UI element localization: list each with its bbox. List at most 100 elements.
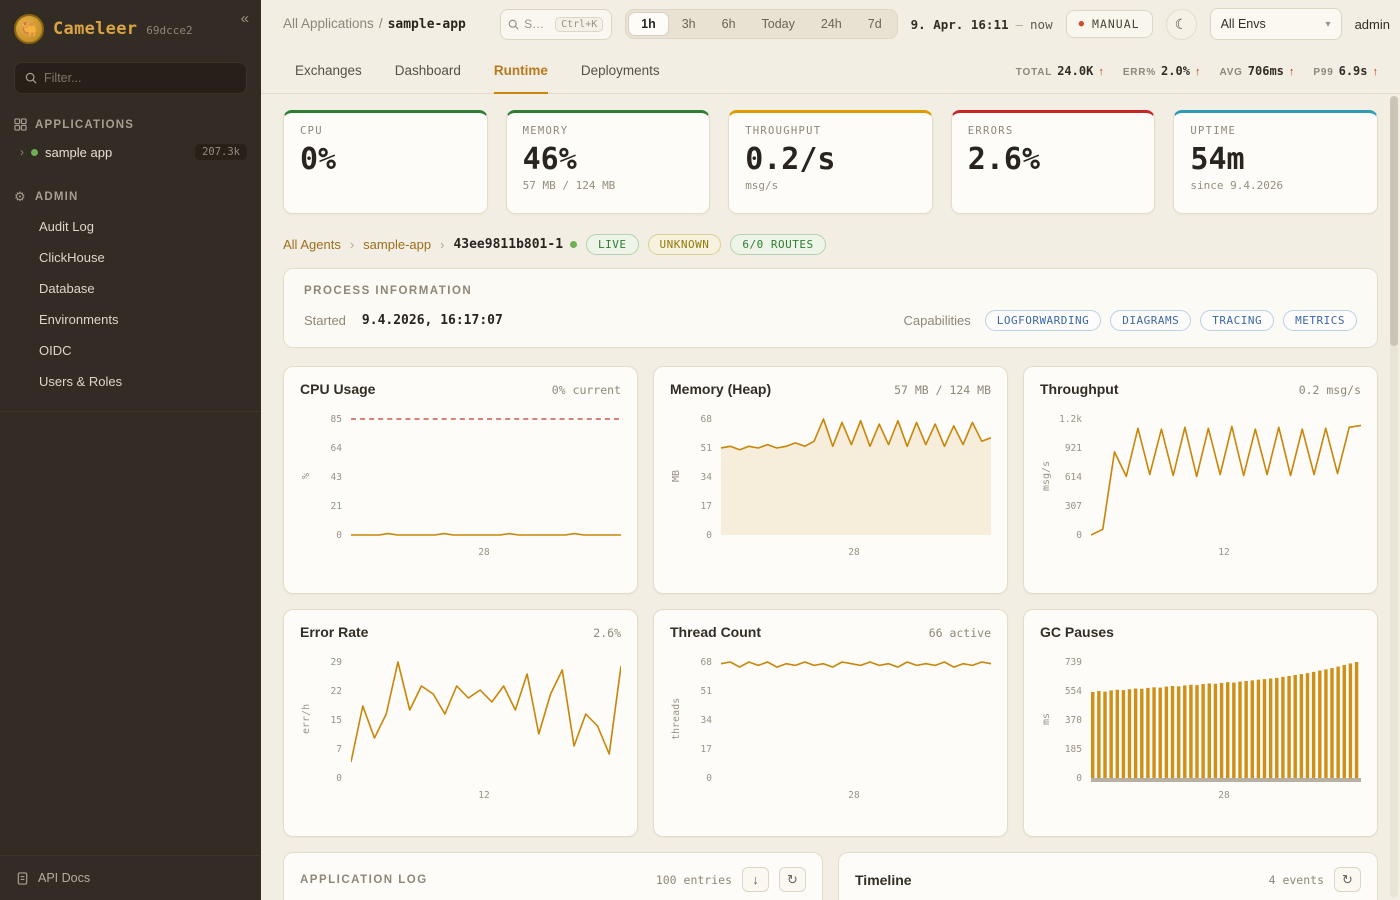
search-shortcut-kbd: Ctrl+K bbox=[555, 16, 604, 32]
sidebar-filter[interactable] bbox=[14, 62, 247, 94]
x-axis-tick: 28 bbox=[848, 547, 860, 558]
sidebar-item-users-roles[interactable]: Users & Roles bbox=[39, 374, 123, 389]
chart-title: Error Rate bbox=[300, 624, 369, 640]
sidebar-item-clickhouse[interactable]: ClickHouse bbox=[39, 250, 105, 265]
page-content: CPU 0% MEMORY 46% 57 MB / 124 MB THROUGH… bbox=[261, 94, 1400, 900]
chart-gc-pauses: GC Pauses ms 739 554 370 185 0 28 bbox=[1023, 609, 1378, 837]
tab-dashboard[interactable]: Dashboard bbox=[394, 62, 461, 78]
metric-sub bbox=[300, 179, 471, 192]
api-docs-label: API Docs bbox=[38, 871, 91, 885]
stat-label: P99 bbox=[1313, 66, 1334, 78]
capability-badge-diagrams: DIAGRAMS bbox=[1110, 310, 1192, 331]
y-axis-tick: 17 bbox=[700, 744, 712, 755]
chart-plot-area bbox=[1091, 413, 1361, 539]
sidebar-item-sample-app[interactable]: › sample app 207.3k bbox=[0, 137, 261, 167]
applications-section-label: APPLICATIONS bbox=[35, 118, 135, 131]
stat-value: 706ms bbox=[1247, 63, 1284, 78]
sidebar-item-oidc[interactable]: OIDC bbox=[39, 343, 72, 358]
metric-sub: 57 MB / 124 MB bbox=[522, 179, 616, 192]
metric-card-uptime: UPTIME 54m since 9.4.2026 bbox=[1173, 110, 1378, 214]
tab-runtime[interactable]: Runtime bbox=[493, 49, 548, 94]
sidebar-item-audit-log[interactable]: Audit Log bbox=[39, 219, 94, 234]
trend-up-icon: ↑ bbox=[1288, 65, 1295, 78]
user-menu[interactable]: admin bbox=[1354, 16, 1390, 32]
search-input[interactable] bbox=[524, 17, 551, 31]
refresh-log-button[interactable]: ↻ bbox=[779, 867, 806, 892]
sidebar-item-environments[interactable]: Environments bbox=[39, 312, 119, 327]
date-from: 9. Apr. 16:11 bbox=[910, 16, 1009, 32]
agents-breadcrumb-app[interactable]: sample-app bbox=[363, 237, 432, 252]
metric-cards-row: CPU 0% MEMORY 46% 57 MB / 124 MB THROUGH… bbox=[283, 110, 1378, 214]
chart-title: CPU Usage bbox=[300, 381, 376, 397]
tabs-bar: Exchanges Dashboard Runtime Deployments … bbox=[261, 48, 1400, 94]
cameleer-logo-icon: 🐫 bbox=[14, 14, 44, 44]
manual-refresh-button[interactable]: ● MANUAL bbox=[1065, 10, 1153, 38]
y-axis-tick: 21 bbox=[330, 501, 342, 512]
metric-card-memory: MEMORY 46% 57 MB / 124 MB bbox=[505, 110, 711, 214]
collapse-sidebar-icon[interactable]: « bbox=[240, 10, 249, 27]
y-axis-tick: 34 bbox=[700, 472, 712, 483]
environment-select[interactable]: All Envs ▾ bbox=[1209, 8, 1342, 40]
y-axis-tick: 185 bbox=[1064, 744, 1082, 755]
y-axis-tick: 68 bbox=[700, 414, 712, 425]
vertical-scrollbar[interactable] bbox=[1390, 96, 1398, 897]
search-icon bbox=[508, 19, 519, 30]
filter-input[interactable] bbox=[44, 71, 236, 85]
status-badge-unknown: UNKNOWN bbox=[647, 234, 722, 255]
agents-breadcrumb-root[interactable]: All Agents bbox=[283, 237, 341, 252]
x-axis-tick: 28 bbox=[478, 547, 490, 558]
chevron-right-icon[interactable]: › bbox=[20, 145, 24, 159]
chart-canvas bbox=[351, 418, 621, 536]
chart-current-value: 66 active bbox=[928, 626, 991, 640]
stat-avg: AVG 706ms ↑ bbox=[1219, 64, 1294, 78]
range-6h[interactable]: 6h bbox=[721, 17, 736, 31]
app-title: Cameleer bbox=[53, 19, 138, 39]
tab-exchanges[interactable]: Exchanges bbox=[295, 62, 362, 78]
y-axis-label: MB bbox=[671, 469, 682, 483]
chart-canvas bbox=[721, 418, 991, 535]
sidebar-item-database[interactable]: Database bbox=[39, 281, 95, 296]
range-7d[interactable]: 7d bbox=[867, 17, 882, 31]
y-axis-tick: 51 bbox=[700, 686, 712, 697]
process-info-row: Started 9.4.2026, 16:17:07 Capabilities … bbox=[304, 310, 1357, 331]
y-axis-tick: 0 bbox=[336, 530, 342, 541]
metric-card-errors: ERRORS 2.6% bbox=[950, 110, 1156, 214]
sidebar: 🐫 Cameleer 69dcce2 « APPLICATIONS › samp… bbox=[0, 0, 261, 900]
chart-plot-area bbox=[1091, 656, 1361, 782]
global-search[interactable]: Ctrl+K bbox=[500, 8, 613, 40]
trend-up-icon: ↑ bbox=[1194, 65, 1201, 78]
y-axis-ticks: 29 22 15 7 0 bbox=[317, 656, 347, 784]
range-1h[interactable]: 1h bbox=[628, 12, 669, 36]
date-range-display[interactable]: 9. Apr. 16:11 — now bbox=[911, 17, 1053, 32]
range-today[interactable]: Today bbox=[761, 17, 795, 31]
y-axis-tick: 34 bbox=[700, 715, 712, 726]
refresh-timeline-button[interactable]: ↻ bbox=[1334, 867, 1361, 892]
y-axis-tick: 22 bbox=[330, 686, 342, 697]
gear-icon: ⚙ bbox=[14, 189, 27, 204]
agent-id-text: 43ee9811b801-1 bbox=[453, 237, 564, 252]
charts-row-1: CPU Usage 0% current % 85 64 43 21 0 28 Memory… bbox=[283, 366, 1378, 594]
y-axis-tick: 29 bbox=[330, 657, 342, 668]
tab-deployments[interactable]: Deployments bbox=[580, 62, 660, 78]
y-axis-tick: 554 bbox=[1064, 686, 1082, 697]
y-axis-label: err/h bbox=[301, 703, 312, 735]
y-axis-ticks: 68 51 34 17 0 bbox=[687, 413, 717, 541]
y-axis-tick: 370 bbox=[1064, 715, 1082, 726]
y-axis-tick: 68 bbox=[700, 657, 712, 668]
scrollbar-thumb[interactable] bbox=[1390, 96, 1398, 346]
environment-selected-value: All Envs bbox=[1220, 17, 1266, 31]
dark-mode-toggle[interactable]: ☾ bbox=[1165, 8, 1197, 40]
breadcrumb-all-applications[interactable]: All Applications bbox=[283, 16, 374, 31]
x-axis-tick: 28 bbox=[1218, 790, 1230, 801]
download-button[interactable]: ↓ bbox=[742, 867, 769, 892]
status-badge-routes: 6/0 ROUTES bbox=[730, 234, 826, 255]
range-24h[interactable]: 24h bbox=[820, 17, 842, 31]
range-3h[interactable]: 3h bbox=[681, 17, 696, 31]
admin-section-label: ADMIN bbox=[34, 191, 79, 203]
trend-up-icon: ↑ bbox=[1372, 65, 1379, 78]
sidebar-item-api-docs[interactable]: API Docs bbox=[0, 855, 261, 900]
chart-memory-heap: Memory (Heap) 57 MB / 124 MB MB 68 51 34 17 0 … bbox=[653, 366, 1008, 594]
chart-title: GC Pauses bbox=[1040, 624, 1114, 640]
timeline-card: Timeline 4 events ↻ bbox=[838, 852, 1378, 900]
process-information-card: PROCESS INFORMATION Started 9.4.2026, 16… bbox=[283, 268, 1378, 348]
